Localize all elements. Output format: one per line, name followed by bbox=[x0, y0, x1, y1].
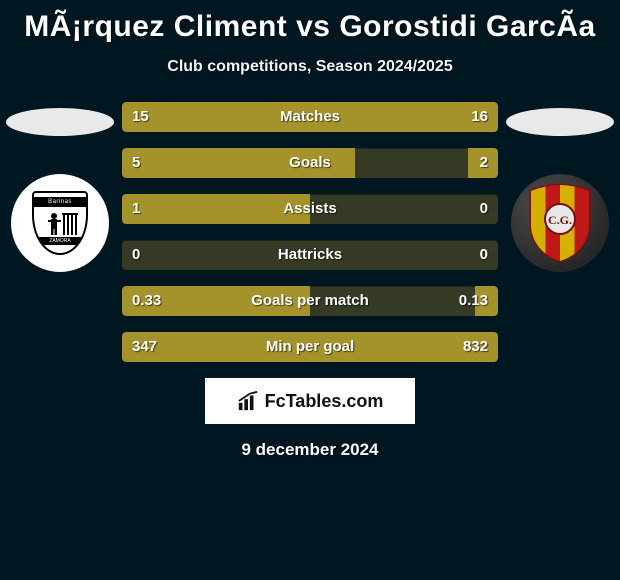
left-player-column: Barinas ZAMORA bbox=[0, 102, 120, 272]
zamora-band-top: Barinas bbox=[34, 197, 86, 207]
stat-value-left: 0 bbox=[122, 240, 150, 270]
stat-value-right: 0 bbox=[470, 194, 498, 224]
stat-value-right: 2 bbox=[470, 148, 498, 178]
snapshot-date: 9 december 2024 bbox=[0, 440, 620, 460]
stat-row: 347832Min per goal bbox=[122, 332, 498, 362]
zamora-figure-icon bbox=[44, 211, 80, 237]
zamora-band-bottom: ZAMORA bbox=[34, 237, 86, 245]
stat-label: Hattricks bbox=[122, 240, 498, 270]
svg-text:C.G.: C.G. bbox=[548, 213, 572, 227]
source-brand-text: FcTables.com bbox=[265, 391, 384, 412]
page-title: MÃ¡rquez Climent vs Gorostidi GarcÃ­a bbox=[0, 0, 620, 44]
stats-list: 1516Matches52Goals10Assists00Hattricks0.… bbox=[122, 102, 498, 362]
stat-value-left: 15 bbox=[122, 102, 159, 132]
stat-value-left: 1 bbox=[122, 194, 150, 224]
zamora-shield-icon: Barinas ZAMORA bbox=[32, 191, 88, 255]
right-player-column: C.G. bbox=[500, 102, 620, 272]
left-club-badge: Barinas ZAMORA bbox=[11, 174, 109, 272]
right-player-ellipse bbox=[506, 108, 614, 136]
right-club-badge: C.G. bbox=[511, 174, 609, 272]
stat-value-right: 832 bbox=[453, 332, 498, 362]
stat-value-right: 0.13 bbox=[449, 286, 498, 316]
stat-row: 0.330.13Goals per match bbox=[122, 286, 498, 316]
source-badge: FcTables.com bbox=[205, 378, 415, 424]
page-subtitle: Club competitions, Season 2024/2025 bbox=[0, 58, 620, 76]
stat-row: 0 0Hattricks bbox=[122, 240, 498, 270]
stat-value-right: 0 bbox=[470, 240, 498, 270]
stat-row: 10Assists bbox=[122, 194, 498, 224]
stat-row: 52Goals bbox=[122, 148, 498, 178]
stat-value-left: 5 bbox=[122, 148, 150, 178]
stat-bar-left bbox=[122, 148, 355, 178]
fctables-logo-icon bbox=[237, 390, 259, 412]
stat-value-left: 0.33 bbox=[122, 286, 171, 316]
stat-value-left: 347 bbox=[122, 332, 167, 362]
stat-row: 1516Matches bbox=[122, 102, 498, 132]
stat-value-right: 16 bbox=[461, 102, 498, 132]
left-player-ellipse bbox=[6, 108, 114, 136]
nastic-shield-icon: C.G. bbox=[525, 183, 595, 263]
comparison-panel: Barinas ZAMORA bbox=[0, 102, 620, 460]
